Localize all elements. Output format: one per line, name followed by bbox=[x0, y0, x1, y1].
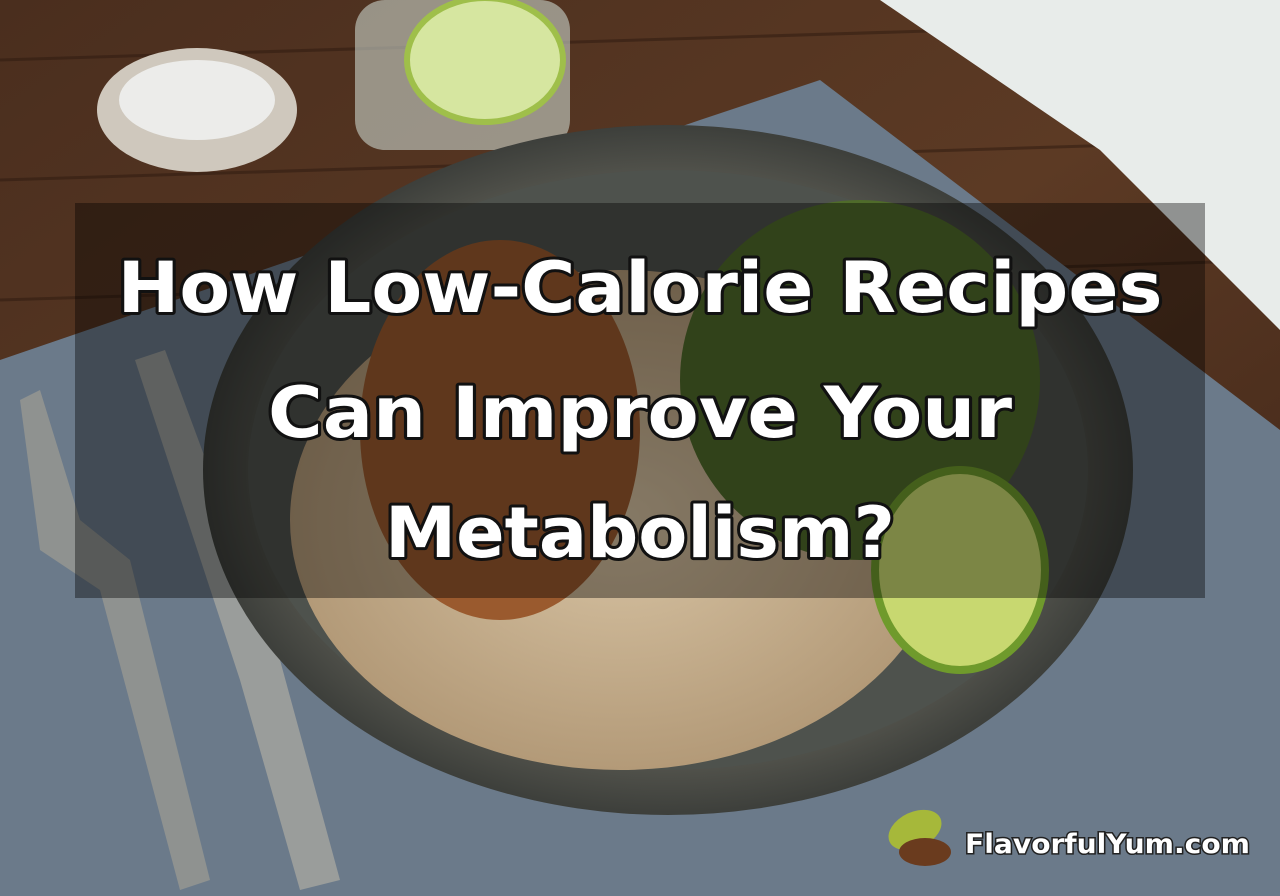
title-line: How Low-Calorie Recipes bbox=[118, 247, 1163, 329]
fork bbox=[20, 390, 210, 890]
window bbox=[880, 0, 1280, 330]
title-line: Can Improve Your bbox=[268, 372, 1013, 454]
watermark: FlavorfulYum.com bbox=[965, 829, 1250, 860]
title-line: Metabolism? bbox=[385, 492, 895, 574]
lime-slice bbox=[404, 0, 566, 125]
salt bbox=[119, 60, 275, 140]
title-overlay bbox=[75, 203, 1205, 598]
lime-wedge bbox=[871, 466, 1049, 674]
chicken bbox=[360, 240, 640, 620]
logo bbox=[888, 809, 951, 866]
knife bbox=[135, 350, 340, 890]
